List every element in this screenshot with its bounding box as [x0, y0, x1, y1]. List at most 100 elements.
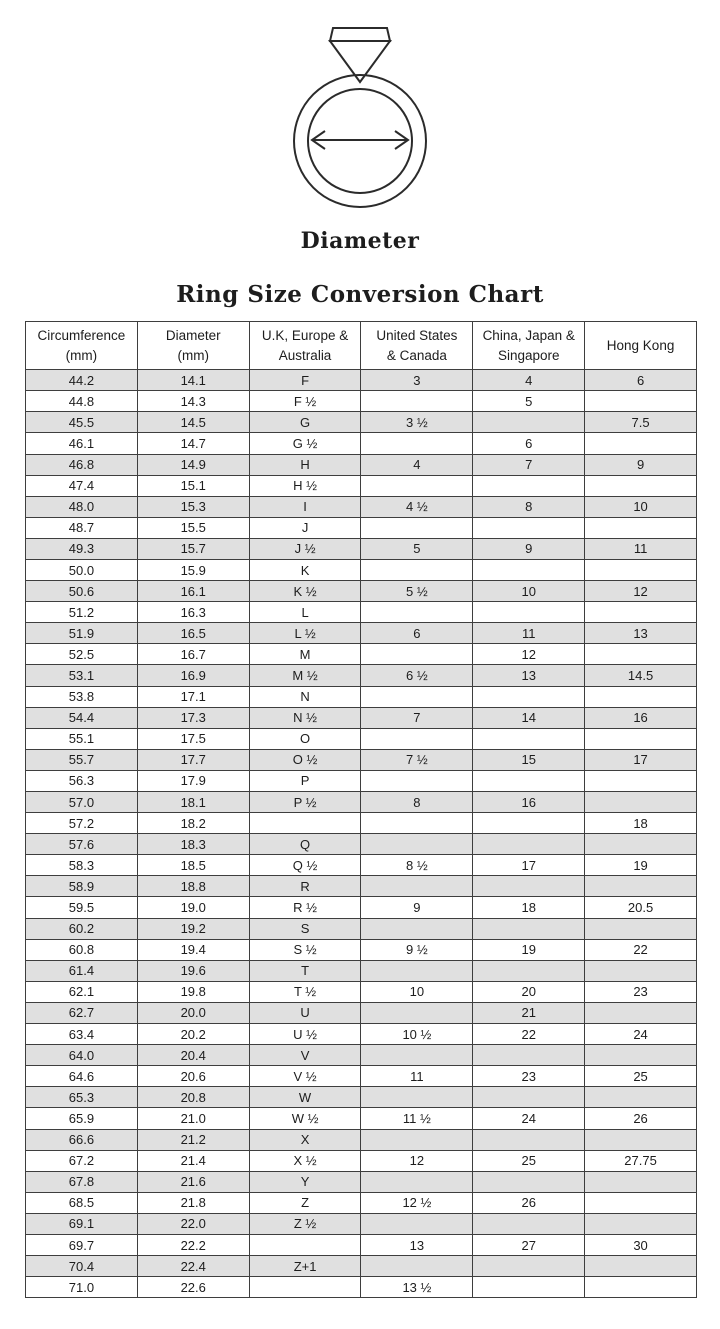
table-row: 70.4 22.4 Z+1: [25, 1255, 697, 1278]
cell-hong-kong: [584, 643, 697, 666]
cell-china-japan-singapore: 15: [472, 748, 586, 771]
cell-uk-europe-australia: M: [248, 643, 362, 666]
cell-uk-europe-australia: P: [248, 769, 362, 793]
cell-uk-europe-australia: T ½: [248, 980, 362, 1003]
table-row: 62.1 19.8 T ½ 10 20 23: [25, 980, 697, 1003]
cell-circumference-mm: 64.6: [25, 1065, 138, 1088]
cell-circumference-mm: 48.0: [25, 495, 138, 518]
cell-uk-europe-australia: U: [248, 1001, 362, 1025]
ring-size-conversion-table: Circumference (mm) Diameter (mm) U.K, Europe…: [25, 320, 697, 1299]
cell-uk-europe-australia: O: [248, 727, 362, 750]
cell-circumference-mm: 51.2: [25, 601, 138, 624]
cell-china-japan-singapore: 8: [472, 495, 586, 518]
ring-illustration: [293, 27, 427, 208]
table-row: 56.3 17.9 P: [25, 769, 697, 793]
cell-diameter-mm: 18.2: [136, 812, 250, 835]
cell-diameter-mm: 21.4: [136, 1149, 250, 1172]
cell-circumference-mm: 65.3: [25, 1086, 138, 1109]
cell-united-states-canada: 9 ½: [360, 938, 474, 961]
diameter-label: Diameter: [300, 228, 420, 254]
cell-diameter-mm: 15.7: [136, 537, 250, 560]
cell-uk-europe-australia: K: [248, 558, 362, 582]
ring-diameter-figure: Diameter: [0, 0, 720, 254]
cell-circumference-mm: 69.1: [25, 1212, 138, 1235]
cell-circumference-mm: 70.4: [25, 1255, 138, 1278]
column-header-united-states-canada: United States & Canada: [360, 320, 474, 371]
cell-diameter-mm: 19.0: [136, 896, 250, 919]
cell-diameter-mm: 17.1: [136, 685, 250, 708]
column-header-diameter-mm: Diameter (mm): [136, 320, 250, 371]
cell-uk-europe-australia: H ½: [248, 474, 362, 497]
cell-diameter-mm: 20.2: [136, 1023, 250, 1046]
cell-circumference-mm: 55.1: [25, 727, 138, 750]
cell-hong-kong: [584, 917, 697, 940]
cell-diameter-mm: 15.9: [136, 558, 250, 582]
cell-circumference-mm: 57.0: [25, 790, 138, 814]
cell-united-states-canada: 9: [360, 896, 474, 919]
cell-united-states-canada: [360, 1255, 474, 1278]
table-row: 44.8 14.3 F ½ 5: [25, 390, 697, 413]
table-row: 57.2 18.2 18: [25, 812, 697, 835]
cell-hong-kong: 9: [584, 453, 697, 476]
cell-china-japan-singapore: [472, 1212, 586, 1235]
cell-circumference-mm: 47.4: [25, 474, 138, 497]
cell-uk-europe-australia: S: [248, 917, 362, 940]
cell-diameter-mm: 15.5: [136, 516, 250, 539]
cell-uk-europe-australia: F: [248, 369, 362, 392]
cell-china-japan-singapore: [472, 917, 586, 940]
table-row: 67.8 21.6 Y: [25, 1170, 697, 1193]
cell-uk-europe-australia: W ½: [248, 1107, 362, 1130]
table-row: 61.4 19.6 T: [25, 959, 697, 982]
table-row: 65.9 21.0 W ½ 11 ½ 24 26: [25, 1107, 697, 1130]
cell-hong-kong: [584, 516, 697, 539]
cell-diameter-mm: 14.5: [136, 411, 250, 434]
cell-diameter-mm: 16.3: [136, 601, 250, 624]
cell-united-states-canada: 4 ½: [360, 495, 474, 518]
cell-diameter-mm: 14.9: [136, 453, 250, 476]
cell-circumference-mm: 53.8: [25, 685, 138, 708]
cell-united-states-canada: 10: [360, 980, 474, 1003]
table-row: 48.0 15.3 I 4 ½ 8 10: [25, 495, 697, 518]
cell-diameter-mm: 19.8: [136, 980, 250, 1003]
cell-circumference-mm: 60.2: [25, 917, 138, 940]
cell-uk-europe-australia: R: [248, 875, 362, 898]
table-row: 57.0 18.1 P ½ 8 16: [25, 790, 697, 814]
cell-uk-europe-australia: M ½: [248, 664, 362, 687]
cell-circumference-mm: 54.4: [25, 706, 138, 729]
cell-circumference-mm: 68.5: [25, 1191, 138, 1214]
cell-uk-europe-australia: F ½: [248, 390, 362, 413]
table-row: 69.1 22.0 Z ½: [25, 1212, 697, 1235]
cell-united-states-canada: [360, 1212, 474, 1235]
cell-hong-kong: [584, 1191, 697, 1214]
cell-hong-kong: [584, 1086, 697, 1109]
cell-hong-kong: [584, 601, 697, 624]
cell-uk-europe-australia: I: [248, 495, 362, 518]
cell-hong-kong: [584, 1044, 697, 1067]
cell-diameter-mm: 20.6: [136, 1065, 250, 1088]
ring-size-chart-page: Diameter Ring Size Conversion Chart Circ…: [0, 0, 720, 1299]
cell-united-states-canada: [360, 875, 474, 898]
cell-united-states-canada: 8: [360, 790, 474, 814]
cell-circumference-mm: 61.4: [25, 959, 138, 982]
table-row: 58.9 18.8 R: [25, 875, 697, 898]
cell-circumference-mm: 65.9: [25, 1107, 138, 1130]
cell-united-states-canada: [360, 917, 474, 940]
cell-diameter-mm: 19.4: [136, 938, 250, 961]
cell-united-states-canada: 5 ½: [360, 580, 474, 603]
cell-hong-kong: 7.5: [584, 411, 697, 434]
cell-uk-europe-australia: L ½: [248, 622, 362, 645]
cell-united-states-canada: [360, 1128, 474, 1151]
cell-united-states-canada: 8 ½: [360, 854, 474, 877]
cell-hong-kong: 12: [584, 580, 697, 603]
cell-china-japan-singapore: [472, 1128, 586, 1151]
cell-circumference-mm: 57.2: [25, 812, 138, 835]
table-row: 48.7 15.5 J: [25, 516, 697, 539]
cell-circumference-mm: 69.7: [25, 1233, 138, 1257]
table-row: 64.6 20.6 V ½ 11 23 25: [25, 1065, 697, 1088]
table-row: 51.2 16.3 L: [25, 601, 697, 624]
cell-circumference-mm: 63.4: [25, 1023, 138, 1046]
table-row: 69.7 22.2 13 27 30: [25, 1233, 697, 1257]
cell-united-states-canada: [360, 432, 474, 455]
cell-uk-europe-australia: [248, 812, 362, 835]
column-header-hong-kong: Hong Kong: [584, 320, 697, 371]
